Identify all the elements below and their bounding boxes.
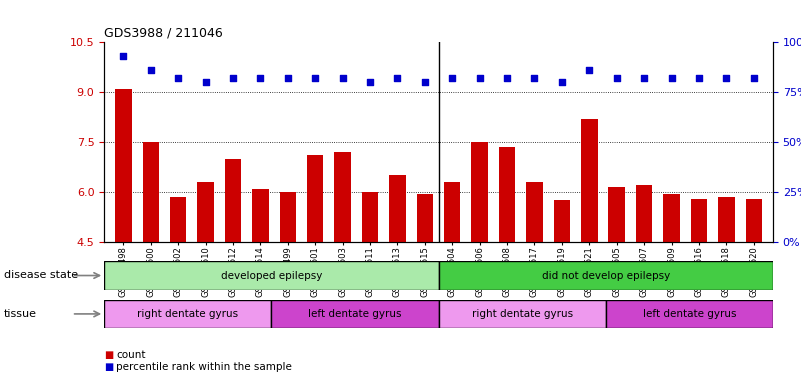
Bar — [439, 261, 773, 290]
Text: ■: ■ — [104, 350, 114, 360]
Text: left dentate gyrus: left dentate gyrus — [642, 309, 736, 319]
Text: left dentate gyrus: left dentate gyrus — [308, 309, 401, 319]
Point — [364, 79, 376, 85]
Point — [583, 67, 596, 73]
Text: disease state: disease state — [4, 270, 78, 280]
Point — [199, 79, 212, 85]
Bar — [444, 182, 461, 242]
Point — [610, 75, 623, 81]
Bar — [334, 152, 351, 242]
Point — [309, 75, 322, 81]
Bar — [197, 182, 214, 242]
Point — [720, 75, 733, 81]
Bar — [609, 187, 625, 242]
Bar — [143, 142, 159, 242]
Bar — [104, 300, 272, 328]
Bar — [307, 156, 324, 242]
Bar — [636, 185, 652, 242]
Point — [336, 75, 349, 81]
Bar — [499, 147, 515, 242]
Bar — [272, 300, 439, 328]
Text: percentile rank within the sample: percentile rank within the sample — [116, 362, 292, 372]
Point — [117, 53, 130, 59]
Text: tissue: tissue — [4, 309, 37, 319]
Bar — [104, 261, 439, 290]
Bar — [225, 159, 241, 242]
Bar — [280, 192, 296, 242]
Bar — [526, 182, 543, 242]
Point — [638, 75, 650, 81]
Bar — [417, 194, 433, 242]
Text: right dentate gyrus: right dentate gyrus — [472, 309, 573, 319]
Bar — [439, 300, 606, 328]
Point — [281, 75, 294, 81]
Point — [144, 67, 157, 73]
Text: did not develop epilepsy: did not develop epilepsy — [541, 270, 670, 281]
Text: right dentate gyrus: right dentate gyrus — [137, 309, 238, 319]
Bar — [252, 189, 268, 242]
Bar — [606, 300, 773, 328]
Point — [665, 75, 678, 81]
Text: developed epilepsy: developed epilepsy — [220, 270, 322, 281]
Bar — [115, 89, 131, 242]
Text: GDS3988 / 211046: GDS3988 / 211046 — [104, 26, 223, 40]
Point — [473, 75, 486, 81]
Point — [501, 75, 513, 81]
Bar — [170, 197, 187, 242]
Point — [227, 75, 239, 81]
Point — [171, 75, 184, 81]
Point — [418, 79, 431, 85]
Text: ■: ■ — [104, 362, 114, 372]
Text: count: count — [116, 350, 146, 360]
Point — [747, 75, 760, 81]
Bar — [690, 199, 707, 242]
Point — [693, 75, 706, 81]
Bar — [472, 142, 488, 242]
Bar — [746, 199, 762, 242]
Point — [446, 75, 459, 81]
Bar — [663, 194, 680, 242]
Bar — [362, 192, 378, 242]
Bar — [389, 175, 405, 242]
Point — [528, 75, 541, 81]
Point — [254, 75, 267, 81]
Point — [555, 79, 568, 85]
Point — [391, 75, 404, 81]
Bar — [553, 200, 570, 242]
Bar — [718, 197, 735, 242]
Bar — [581, 119, 598, 242]
